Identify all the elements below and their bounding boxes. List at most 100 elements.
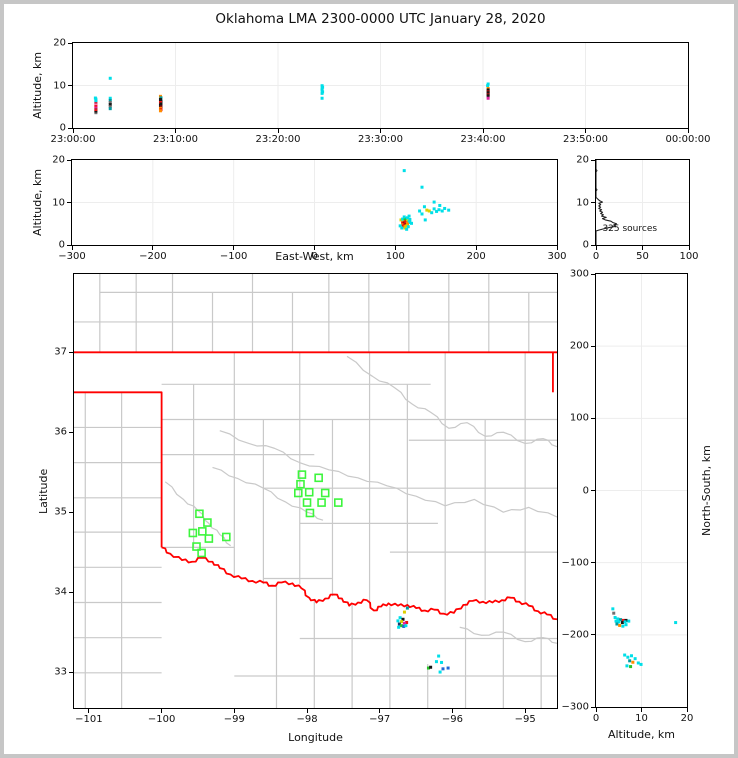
source-point <box>625 664 629 668</box>
source-point <box>108 76 112 80</box>
x-tick-mark <box>595 246 597 250</box>
x-tick-label: 0 <box>592 251 600 262</box>
y-tick-label: −100 <box>561 556 589 568</box>
source-point <box>402 624 406 628</box>
source-point <box>432 207 436 211</box>
y-tick-mark <box>67 159 71 161</box>
station-marker <box>222 532 231 542</box>
x-tick-label: −95 <box>514 714 536 725</box>
source-point <box>619 618 623 622</box>
source-point <box>405 227 409 231</box>
x-tick-mark <box>524 709 526 713</box>
source-point <box>399 218 403 222</box>
source-point <box>408 220 412 224</box>
source-point <box>437 208 441 212</box>
source-point <box>405 216 409 220</box>
source-point <box>397 625 401 629</box>
source-point <box>486 82 490 86</box>
x-tick-label: 23:00:00 <box>50 134 96 145</box>
source-point <box>620 621 624 625</box>
source-point <box>611 607 615 611</box>
x-tick-mark <box>595 708 597 712</box>
source-point <box>403 224 407 228</box>
source-point <box>623 620 627 624</box>
y-tick-mark <box>591 706 595 708</box>
source-point <box>400 624 404 628</box>
x-tick-label: −99 <box>223 714 245 725</box>
source-point <box>93 96 97 100</box>
source-point <box>639 662 643 666</box>
y-tick-label: −200 <box>561 629 589 641</box>
source-point <box>629 654 633 658</box>
y-axis-label-north-south: North-South, km <box>700 445 713 536</box>
y-tick-mark <box>591 345 595 347</box>
station-marker <box>320 488 330 498</box>
y-tick-mark <box>591 244 595 246</box>
x-axis-label-altitude-bottom: Altitude, km <box>607 728 676 741</box>
x-axis-label-east-west: East-West, km <box>275 250 354 263</box>
x-tick-label: 10 <box>635 713 648 724</box>
x-tick-label: 23:40:00 <box>460 134 506 145</box>
source-point <box>400 620 404 624</box>
source-point <box>486 84 490 88</box>
x-tick-label: 50 <box>636 251 649 262</box>
source-point <box>430 211 434 215</box>
y-tick-mark <box>591 273 595 275</box>
x-tick-mark <box>233 246 235 250</box>
source-point <box>612 611 616 615</box>
y-tick-label: 20 <box>52 154 65 166</box>
x-tick-mark <box>585 129 586 133</box>
y-tick-label: 33 <box>54 666 67 678</box>
y-tick-mark <box>591 562 595 564</box>
source-point <box>423 218 427 222</box>
source-point <box>621 624 625 628</box>
source-point <box>397 622 401 626</box>
station-marker <box>192 542 201 551</box>
x-tick-label: 200 <box>466 251 486 262</box>
y-tick-label: 36 <box>54 426 67 438</box>
y-tick-mark <box>69 351 73 353</box>
x-tick-mark <box>88 709 90 713</box>
station-marker <box>198 527 207 536</box>
station-marker <box>204 534 214 543</box>
station-marker <box>317 498 326 507</box>
source-point <box>402 221 406 225</box>
source-point <box>401 223 405 227</box>
source-point <box>398 616 402 620</box>
source-point <box>486 96 490 100</box>
source-point <box>404 624 408 628</box>
alt-histogram-panel <box>595 159 690 246</box>
source-point <box>627 619 631 623</box>
station-marker <box>314 473 323 483</box>
y-tick-label: −300 <box>561 701 589 713</box>
source-point <box>420 212 424 216</box>
y-tick-mark <box>67 202 71 203</box>
station-marker <box>333 498 343 507</box>
x-tick-label: −97 <box>369 714 391 725</box>
x-tick-mark <box>451 709 453 713</box>
ew-height-panel <box>71 159 558 246</box>
source-point <box>618 623 622 627</box>
x-tick-label: 0 <box>592 713 600 724</box>
source-point <box>108 107 112 111</box>
source-point <box>406 225 410 229</box>
source-point <box>404 221 408 225</box>
station-marker <box>296 479 305 489</box>
y-tick-label: 35 <box>54 506 67 518</box>
source-point <box>108 101 112 104</box>
source-point <box>623 653 627 657</box>
y-tick-mark <box>591 417 595 419</box>
source-point <box>425 208 429 212</box>
sources-count-annotation: 325 sources <box>602 224 658 235</box>
source-point <box>400 226 404 230</box>
station-marker <box>197 548 206 558</box>
source-point <box>407 214 411 218</box>
source-point <box>403 217 407 221</box>
x-tick-label: 23:50:00 <box>563 134 608 145</box>
source-point <box>624 623 628 627</box>
source-point <box>402 169 406 173</box>
y-tick-mark <box>69 511 73 513</box>
y-tick-mark <box>68 85 72 86</box>
x-tick-mark <box>641 708 642 712</box>
x-tick-mark <box>233 709 235 713</box>
